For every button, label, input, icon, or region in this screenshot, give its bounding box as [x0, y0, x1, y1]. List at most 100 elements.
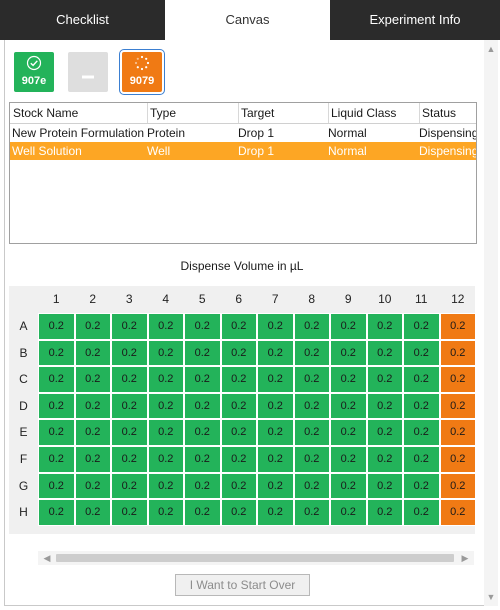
scroll-up-icon[interactable]: ▲: [486, 44, 496, 54]
column-header-type[interactable]: Type: [147, 103, 239, 123]
well-cell[interactable]: 0.2: [257, 339, 294, 367]
well-cell[interactable]: 0.2: [330, 419, 367, 446]
well-cell[interactable]: 0.2: [366, 419, 403, 446]
well-cell[interactable]: 0.2: [111, 366, 148, 393]
scroll-left-icon[interactable]: ◀: [43, 553, 51, 563]
scroll-thumb[interactable]: [56, 554, 454, 562]
well-cell[interactable]: 0.2: [366, 313, 403, 340]
well-cell[interactable]: 0.2: [439, 339, 476, 367]
well-cell[interactable]: 0.2: [330, 446, 367, 473]
well-cell[interactable]: 0.2: [147, 419, 184, 446]
well-cell[interactable]: 0.2: [111, 472, 148, 500]
column-header-liquid-class[interactable]: Liquid Class: [328, 103, 420, 123]
well-cell[interactable]: 0.2: [74, 313, 111, 340]
plate-9079-button[interactable]: 9079: [119, 49, 165, 95]
well-cell[interactable]: 0.2: [38, 446, 75, 473]
well-cell[interactable]: 0.2: [111, 499, 148, 526]
well-cell[interactable]: 0.2: [403, 366, 440, 393]
well-cell[interactable]: 0.2: [147, 499, 184, 526]
well-cell[interactable]: 0.2: [366, 499, 403, 526]
well-cell[interactable]: 0.2: [220, 392, 257, 420]
well-cell[interactable]: 0.2: [184, 446, 221, 473]
well-cell[interactable]: 0.2: [403, 339, 440, 367]
well-cell[interactable]: 0.2: [439, 419, 476, 446]
well-cell[interactable]: 0.2: [366, 392, 403, 420]
well-cell[interactable]: 0.2: [257, 472, 294, 500]
well-cell[interactable]: 0.2: [293, 446, 330, 473]
well-cell[interactable]: 0.2: [220, 419, 257, 446]
well-cell[interactable]: 0.2: [74, 392, 111, 420]
well-cell[interactable]: 0.2: [147, 472, 184, 500]
well-cell[interactable]: 0.2: [111, 419, 148, 446]
well-cell[interactable]: 0.2: [184, 419, 221, 446]
well-cell[interactable]: 0.2: [184, 339, 221, 367]
scroll-down-icon[interactable]: ▼: [486, 592, 496, 602]
well-cell[interactable]: 0.2: [74, 366, 111, 393]
well-cell[interactable]: 0.2: [330, 339, 367, 367]
well-cell[interactable]: 0.2: [147, 366, 184, 393]
well-cell[interactable]: 0.2: [38, 472, 75, 500]
table-row[interactable]: New Protein Formulation Protein Drop 1 N…: [10, 124, 476, 142]
well-cell[interactable]: 0.2: [220, 339, 257, 367]
tab-checklist[interactable]: Checklist: [56, 12, 109, 27]
well-cell[interactable]: 0.2: [184, 499, 221, 526]
well-cell[interactable]: 0.2: [184, 392, 221, 420]
tab-experiment-info[interactable]: Experiment Info: [369, 12, 461, 27]
well-cell[interactable]: 0.2: [74, 419, 111, 446]
well-cell[interactable]: 0.2: [74, 472, 111, 500]
well-cell[interactable]: 0.2: [403, 419, 440, 446]
plate-empty-button[interactable]: [68, 52, 108, 92]
column-header-stock-name[interactable]: Stock Name: [10, 103, 148, 123]
plate-907e-button[interactable]: 907e: [14, 52, 54, 92]
well-cell[interactable]: 0.2: [439, 313, 476, 340]
well-cell[interactable]: 0.2: [74, 339, 111, 367]
well-cell[interactable]: 0.2: [257, 499, 294, 526]
horizontal-scrollbar[interactable]: ◀ ▶: [38, 551, 474, 565]
well-cell[interactable]: 0.2: [220, 313, 257, 340]
well-cell[interactable]: 0.2: [293, 339, 330, 367]
well-cell[interactable]: 0.2: [257, 392, 294, 420]
well-cell[interactable]: 0.2: [439, 446, 476, 473]
well-cell[interactable]: 0.2: [366, 366, 403, 393]
well-cell[interactable]: 0.2: [366, 472, 403, 500]
column-header-status[interactable]: Status: [422, 106, 457, 120]
well-cell[interactable]: 0.2: [330, 313, 367, 340]
well-cell[interactable]: 0.2: [38, 419, 75, 446]
well-cell[interactable]: 0.2: [111, 313, 148, 340]
well-cell[interactable]: 0.2: [220, 472, 257, 500]
well-cell[interactable]: 0.2: [147, 392, 184, 420]
well-cell[interactable]: 0.2: [74, 499, 111, 526]
well-cell[interactable]: 0.2: [147, 339, 184, 367]
well-cell[interactable]: 0.2: [439, 499, 476, 526]
column-header-target[interactable]: Target: [238, 103, 329, 123]
well-cell[interactable]: 0.2: [220, 366, 257, 393]
well-cell[interactable]: 0.2: [147, 313, 184, 340]
well-cell[interactable]: 0.2: [293, 313, 330, 340]
well-cell[interactable]: 0.2: [439, 472, 476, 500]
well-cell[interactable]: 0.2: [330, 392, 367, 420]
well-cell[interactable]: 0.2: [439, 392, 476, 420]
well-cell[interactable]: 0.2: [257, 366, 294, 393]
well-cell[interactable]: 0.2: [74, 446, 111, 473]
well-cell[interactable]: 0.2: [293, 499, 330, 526]
well-cell[interactable]: 0.2: [293, 392, 330, 420]
well-cell[interactable]: 0.2: [38, 339, 75, 367]
well-cell[interactable]: 0.2: [220, 499, 257, 526]
well-cell[interactable]: 0.2: [403, 313, 440, 340]
well-cell[interactable]: 0.2: [330, 366, 367, 393]
table-row[interactable]: Well Solution Well Drop 1 Normal Dispens…: [10, 142, 476, 160]
well-cell[interactable]: 0.2: [366, 446, 403, 473]
well-cell[interactable]: 0.2: [330, 499, 367, 526]
well-cell[interactable]: 0.2: [184, 366, 221, 393]
well-cell[interactable]: 0.2: [403, 499, 440, 526]
well-cell[interactable]: 0.2: [293, 419, 330, 446]
well-cell[interactable]: 0.2: [330, 472, 367, 500]
well-cell[interactable]: 0.2: [293, 366, 330, 393]
start-over-button[interactable]: I Want to Start Over: [175, 574, 310, 596]
well-cell[interactable]: 0.2: [403, 392, 440, 420]
tab-canvas[interactable]: Canvas: [165, 0, 330, 40]
well-cell[interactable]: 0.2: [38, 499, 75, 526]
well-cell[interactable]: 0.2: [147, 446, 184, 473]
vertical-scrollbar[interactable]: ▲ ▼: [484, 40, 498, 606]
well-cell[interactable]: 0.2: [257, 446, 294, 473]
